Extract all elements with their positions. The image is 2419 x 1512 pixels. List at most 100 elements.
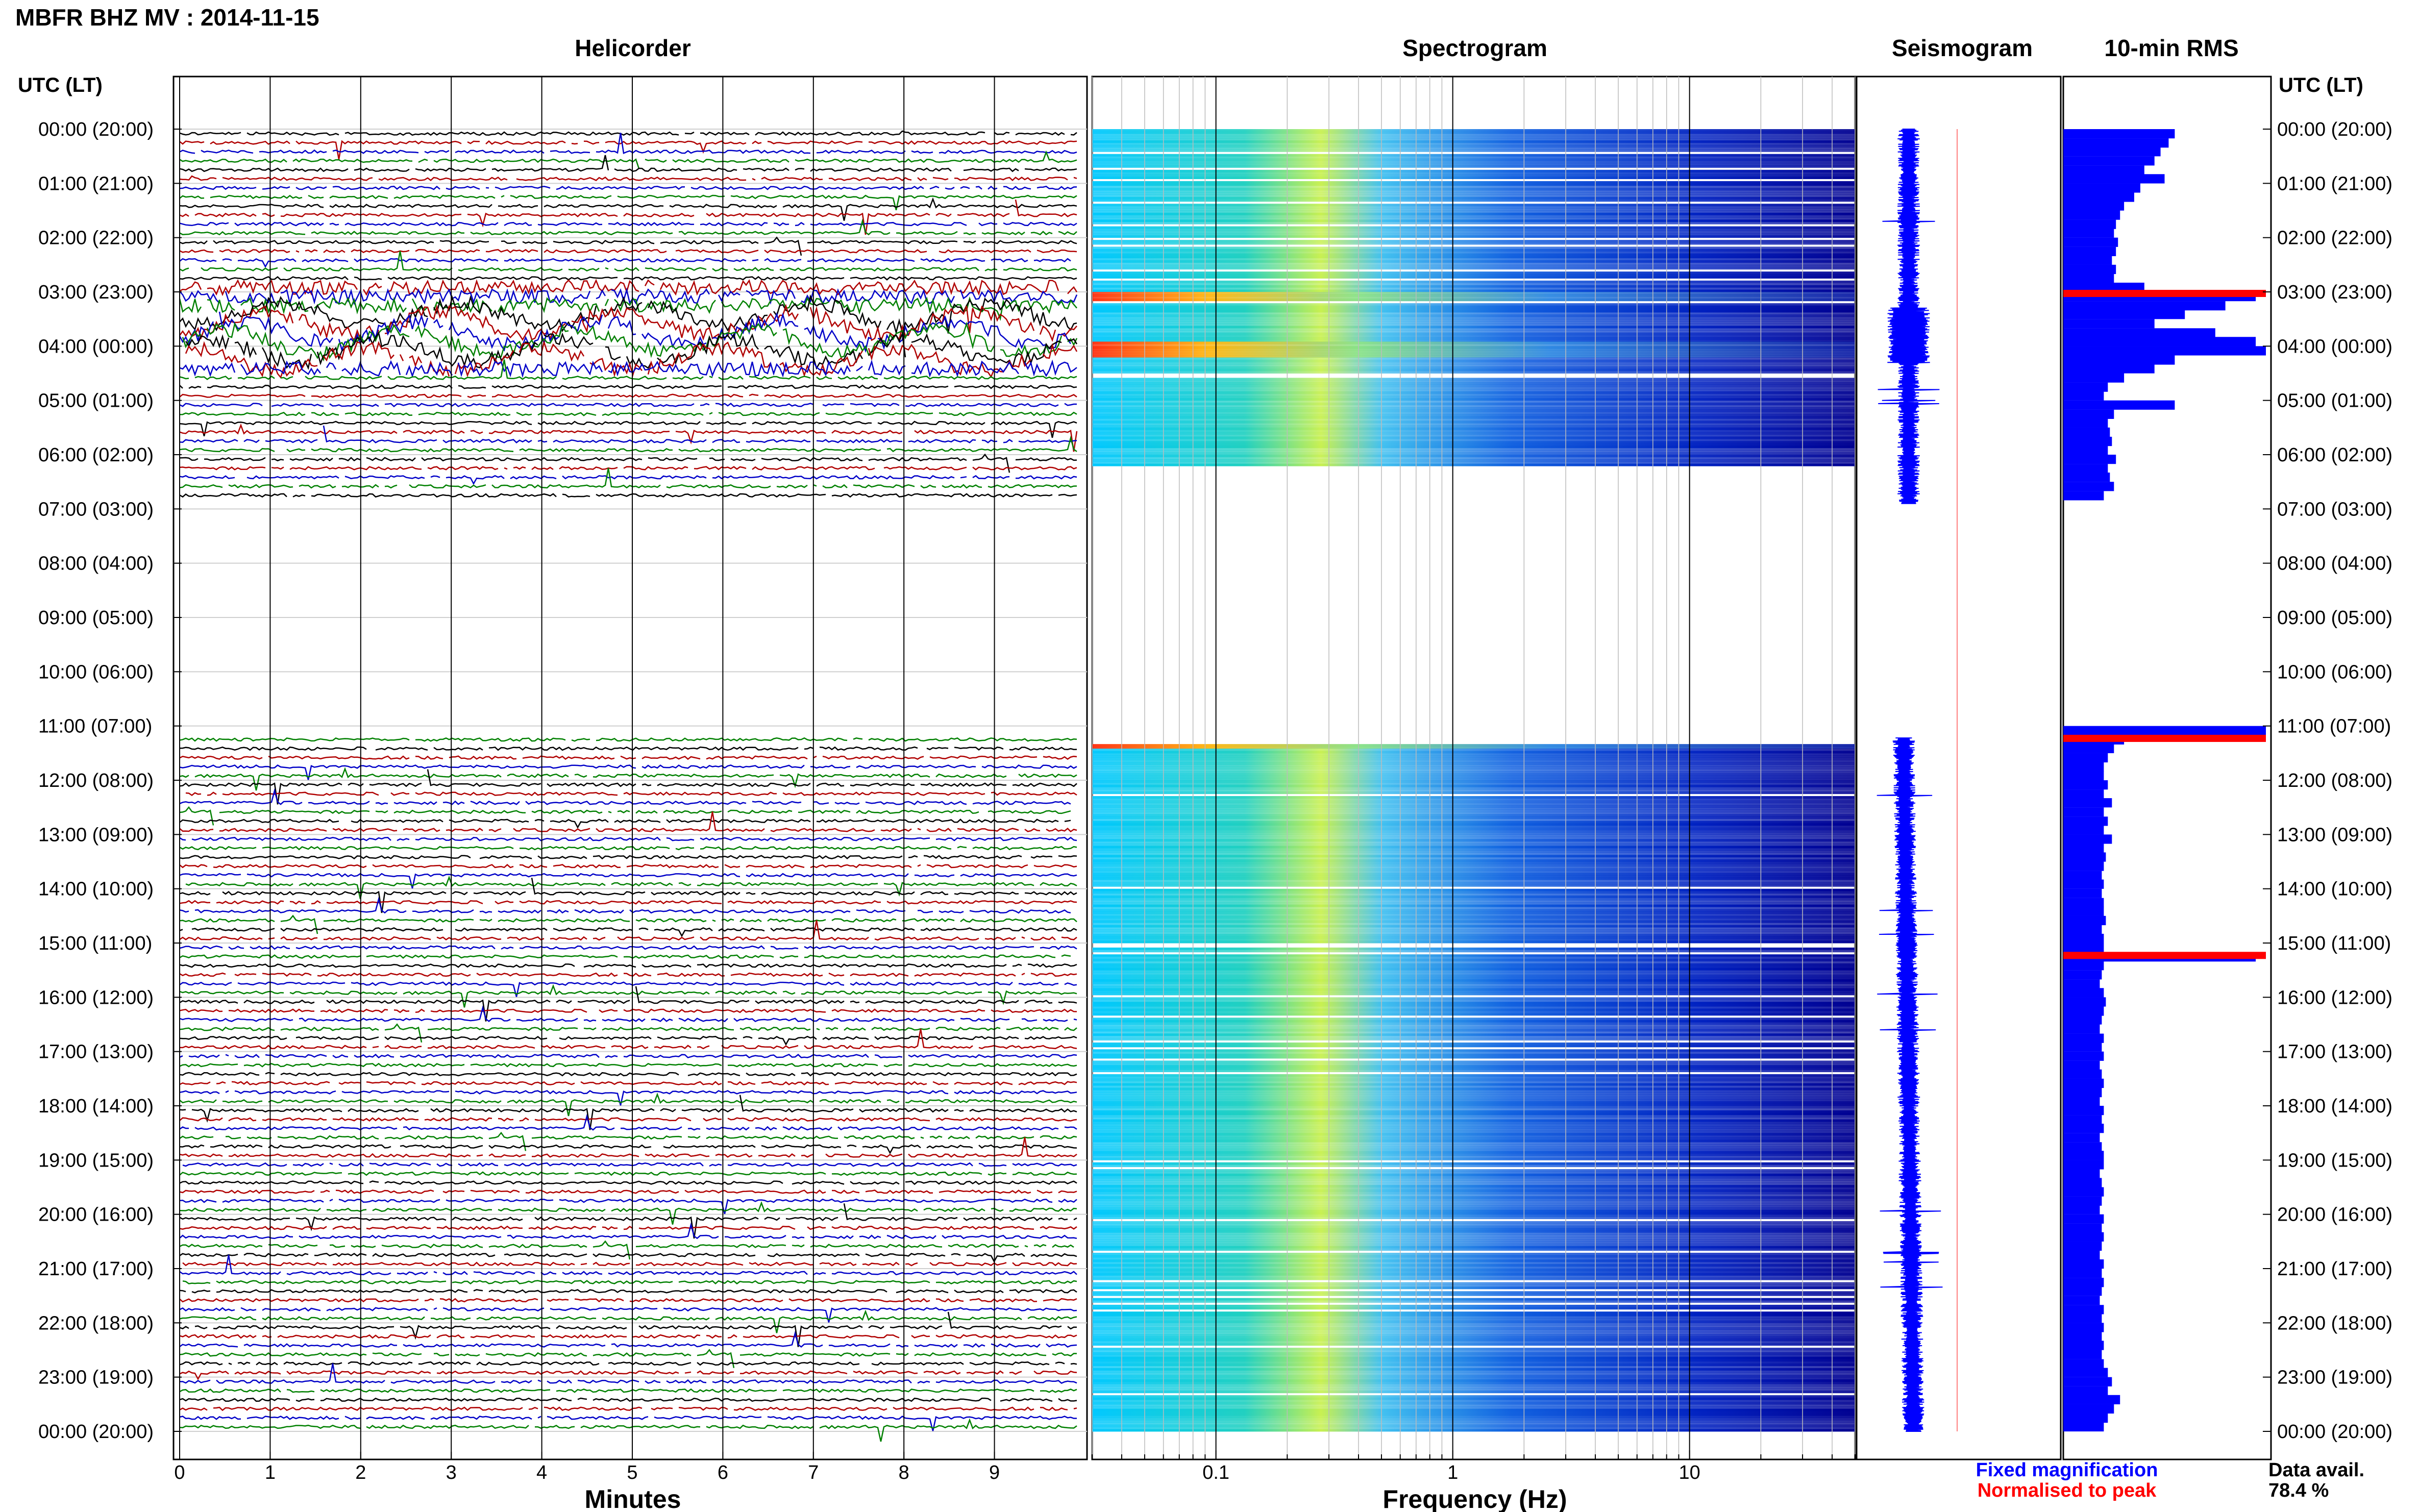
- rms-bar: [2063, 762, 2104, 772]
- spectrogram-row: [1092, 1207, 1855, 1210]
- right-time-axis: 00:00 (20:00) 01:00 (21:00) 02:00 (22:00) 0…: [2263, 119, 2392, 1443]
- spectrogram-row: [1092, 821, 1855, 824]
- spectrogram-row: [1092, 884, 1855, 887]
- spectrogram-row: [1092, 929, 1855, 932]
- spectrogram-row: [1092, 378, 1855, 381]
- rms-bar: [2063, 925, 2102, 935]
- rms-normalised-peak: [2063, 734, 2266, 742]
- spectrogram-row: [1092, 1413, 1855, 1416]
- spectrogram-row: [1092, 1083, 1855, 1086]
- y-tick-label: 02:00 (22:00): [38, 228, 154, 249]
- spectrogram-row: [1092, 1076, 1855, 1079]
- spectrogram-row: [1092, 784, 1855, 787]
- helicorder-trace: [179, 150, 1077, 169]
- spectrogram-row: [1092, 1334, 1855, 1337]
- spectrogram-row: [1092, 267, 1855, 270]
- spectrogram-row: [1092, 841, 1855, 844]
- x-tick-label: 9: [989, 1462, 1000, 1483]
- spectrogram-row: [1092, 920, 1855, 923]
- spectrogram-row: [1092, 927, 1855, 930]
- spectrogram-row: [1092, 800, 1855, 803]
- rms-bar: [2063, 780, 2108, 790]
- spectrogram-row: [1092, 303, 1855, 306]
- rms-bar: [2063, 201, 2125, 211]
- rms-bar: [2063, 1169, 2100, 1179]
- spectrogram-row: [1092, 441, 1855, 444]
- helicorder-trace: [179, 1388, 1077, 1393]
- spectrogram-row: [1092, 423, 1855, 426]
- spectrogram-row: [1092, 142, 1855, 145]
- spectrogram-row: [1092, 1275, 1855, 1278]
- rms-bar: [2063, 888, 2102, 898]
- spectrogram-row: [1092, 1366, 1855, 1369]
- spectrogram-row: [1092, 803, 1855, 806]
- spectrogram-row: [1092, 147, 1855, 150]
- spectrogram-row: [1092, 208, 1855, 211]
- helicorder-trace: [179, 1035, 1077, 1046]
- spectrogram-row: [1092, 1173, 1855, 1176]
- helicorder-trace: [179, 1189, 1077, 1194]
- spectrogram-row: [1092, 1002, 1855, 1005]
- x-tick-label: 6: [718, 1462, 728, 1483]
- spectrogram-row: [1092, 1176, 1855, 1179]
- spectrogram-row: [1092, 393, 1855, 396]
- spectrogram-row: [1092, 1327, 1855, 1330]
- rms-bar: [2063, 834, 2112, 844]
- spectrogram-row: [1092, 990, 1855, 993]
- left-axis-title: UTC (LT): [18, 74, 103, 96]
- rms-bar: [2063, 165, 2144, 175]
- spectrogram-row: [1092, 807, 1855, 810]
- helicorder-trace: [179, 1008, 1077, 1013]
- y-tick-label: 16:00 (12:00): [38, 987, 154, 1008]
- rms-bar: [2063, 337, 2256, 346]
- spectrogram-row: [1092, 448, 1855, 451]
- spectrogram-row: [1092, 789, 1855, 792]
- helicorder-trace: [179, 251, 1077, 272]
- spectrogram-row: [1092, 253, 1855, 256]
- spectrogram-row: [1092, 1133, 1855, 1136]
- spectrogram-row: [1092, 400, 1855, 403]
- spectrogram-row: [1092, 748, 1855, 751]
- helicorder-x-label: Minutes: [585, 1485, 681, 1512]
- spectrogram-row: [1092, 1266, 1855, 1269]
- spectrogram-row: [1092, 287, 1855, 290]
- helicorder-trace: [179, 279, 1078, 297]
- spectrogram-row: [1092, 256, 1855, 259]
- x-tick-label: 8: [899, 1462, 909, 1483]
- seismogram-panel: [1856, 76, 2062, 1460]
- rms-bar: [2063, 1087, 2102, 1098]
- spectrogram-row: [1092, 1065, 1855, 1068]
- x-tick-label: 4: [536, 1462, 547, 1483]
- spectrogram-row: [1092, 787, 1855, 790]
- y-tick-label: 19:00 (15:00): [2277, 1150, 2392, 1171]
- spectrogram-row: [1092, 1085, 1855, 1088]
- spectrogram-row: [1092, 1135, 1855, 1138]
- rms-bar: [2063, 1106, 2104, 1116]
- y-tick-label: 08:00 (04:00): [2277, 553, 2392, 575]
- spectrogram-row: [1092, 1418, 1855, 1421]
- spectrogram-row: [1092, 321, 1855, 324]
- spectrogram-row: [1092, 1137, 1855, 1140]
- helicorder-panel: [172, 76, 2271, 1460]
- spectrogram-row: [1092, 816, 1855, 819]
- x-tick-label: 1: [1447, 1462, 1458, 1483]
- y-tick-label: 07:00 (03:00): [38, 499, 154, 520]
- spectrogram-row: [1092, 1033, 1855, 1036]
- spectrogram-row: [1092, 1316, 1855, 1319]
- spectrogram-row: [1092, 961, 1855, 964]
- spectrogram-row: [1092, 260, 1855, 263]
- spectrogram-x-label: Frequency (Hz): [1383, 1485, 1567, 1512]
- helicorder-trace: [179, 493, 1077, 498]
- spectrogram-row: [1092, 242, 1855, 245]
- spectrogram-row: [1092, 814, 1855, 817]
- spectrogram-row: [1092, 217, 1855, 220]
- spectrogram-row: [1092, 882, 1855, 885]
- x-tick-label: 2: [355, 1462, 366, 1483]
- rms-bar: [2063, 1051, 2104, 1061]
- spectrogram-row: [1092, 828, 1855, 830]
- rms-bar: [2063, 219, 2116, 229]
- spectrogram-row: [1092, 1352, 1855, 1355]
- spectrogram-row: [1092, 850, 1855, 853]
- helicorder-trace: [179, 1222, 1077, 1240]
